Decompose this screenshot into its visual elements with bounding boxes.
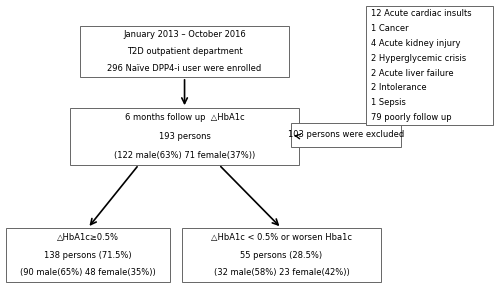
Text: 1 Cancer: 1 Cancer	[371, 24, 408, 33]
FancyBboxPatch shape	[366, 6, 492, 125]
Text: (32 male(58%) 23 female(42%)): (32 male(58%) 23 female(42%))	[214, 268, 350, 277]
Text: 138 persons (71.5%): 138 persons (71.5%)	[44, 250, 132, 260]
Text: 55 persons (28.5%): 55 persons (28.5%)	[240, 250, 322, 260]
Text: 193 persons: 193 persons	[158, 132, 210, 141]
Text: 2 Acute liver failure: 2 Acute liver failure	[371, 69, 454, 78]
Text: △HbA1c < 0.5% or worsen Hba1c: △HbA1c < 0.5% or worsen Hba1c	[211, 233, 352, 242]
Text: 1 Sepsis: 1 Sepsis	[371, 98, 406, 107]
Text: T2D outpatient department: T2D outpatient department	[126, 47, 242, 56]
Text: January 2013 – October 2016: January 2013 – October 2016	[123, 30, 246, 39]
FancyBboxPatch shape	[182, 228, 381, 282]
FancyBboxPatch shape	[70, 108, 299, 165]
FancyBboxPatch shape	[6, 228, 170, 282]
Text: 2 Hyperglycemic crisis: 2 Hyperglycemic crisis	[371, 54, 466, 63]
Text: 79 poorly follow up: 79 poorly follow up	[371, 113, 452, 122]
Text: 2 Intolerance: 2 Intolerance	[371, 83, 426, 93]
Text: 6 months follow up  △HbA1c: 6 months follow up △HbA1c	[124, 113, 244, 122]
Text: 12 Acute cardiac insults: 12 Acute cardiac insults	[371, 9, 472, 18]
Text: 103 persons were excluded: 103 persons were excluded	[288, 130, 404, 139]
Text: (90 male(65%) 48 female(35%)): (90 male(65%) 48 female(35%))	[20, 268, 156, 277]
FancyBboxPatch shape	[292, 123, 401, 147]
Text: (122 male(63%) 71 female(37%)): (122 male(63%) 71 female(37%))	[114, 151, 255, 160]
Text: 4 Acute kidney injury: 4 Acute kidney injury	[371, 39, 460, 48]
Text: △HbA1c≥0.5%: △HbA1c≥0.5%	[56, 233, 118, 242]
Text: 296 Naïve DPP4-i user were enrolled: 296 Naïve DPP4-i user were enrolled	[108, 64, 262, 73]
FancyBboxPatch shape	[80, 26, 289, 77]
